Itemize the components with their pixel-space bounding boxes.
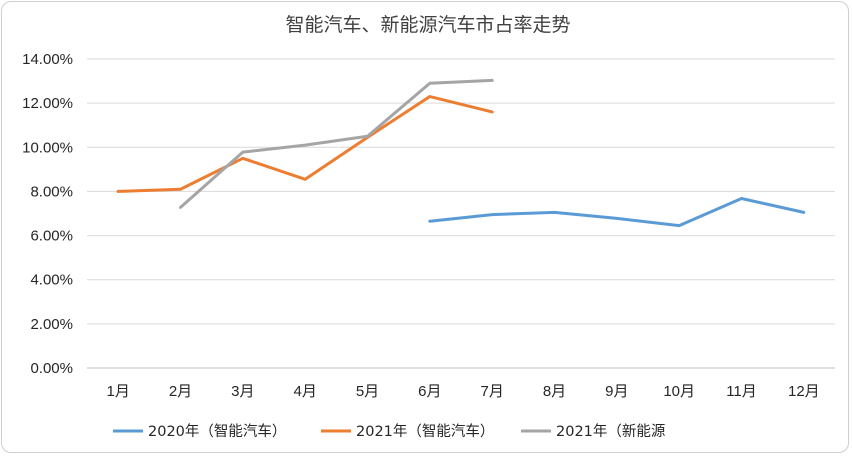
x-tick-label: 3月: [231, 383, 254, 400]
y-tick-label: 10.00%: [22, 139, 73, 156]
chart-title: 智能汽车、新能源汽车市占率走势: [285, 14, 570, 36]
legend: 2020年（智能汽车） 2021年（智能汽车） 2021年（新能源: [113, 423, 666, 440]
x-tick-label: 12月: [788, 383, 820, 400]
x-tick-label: 4月: [293, 383, 316, 400]
x-tick-label: 7月: [480, 383, 503, 400]
y-tick-label: 2.00%: [30, 316, 73, 333]
series-lines: [116, 78, 806, 228]
y-tick-label: 6.00%: [30, 228, 73, 245]
x-tick-label: 6月: [418, 383, 441, 400]
y-tick-label: 8.00%: [30, 183, 73, 200]
y-axis-ticks: 0.00% 2.00% 4.00% 6.00% 8.00% 10.00% 12.00% 14.…: [22, 51, 73, 377]
legend-entry: 2021年（新能源: [556, 423, 666, 440]
x-tick-label: 5月: [356, 383, 379, 400]
x-tick-label: 10月: [663, 383, 695, 400]
x-tick-label: 1月: [106, 383, 129, 400]
series-line-1: [428, 196, 806, 228]
x-tick-label: 2月: [169, 383, 192, 400]
y-tick-label: 0.00%: [30, 360, 73, 377]
legend-entry: 2020年（智能汽车）: [148, 423, 286, 440]
legend-entry: 2021年（智能汽车）: [356, 423, 494, 440]
y-tick-label: 4.00%: [30, 272, 73, 289]
series-line-3: [179, 78, 494, 209]
x-tick-label: 8月: [543, 383, 566, 400]
y-tick-label: 12.00%: [22, 95, 73, 112]
x-tick-label: 9月: [605, 383, 628, 400]
series-line-2: [116, 95, 494, 193]
x-tick-label: 11月: [726, 383, 757, 400]
gridlines: [87, 58, 835, 369]
x-axis-ticks: 1月 2月 3月 4月 5月 6月 7月 8月 9月 10月 11月 12月: [106, 383, 819, 400]
y-tick-label: 14.00%: [22, 51, 73, 68]
